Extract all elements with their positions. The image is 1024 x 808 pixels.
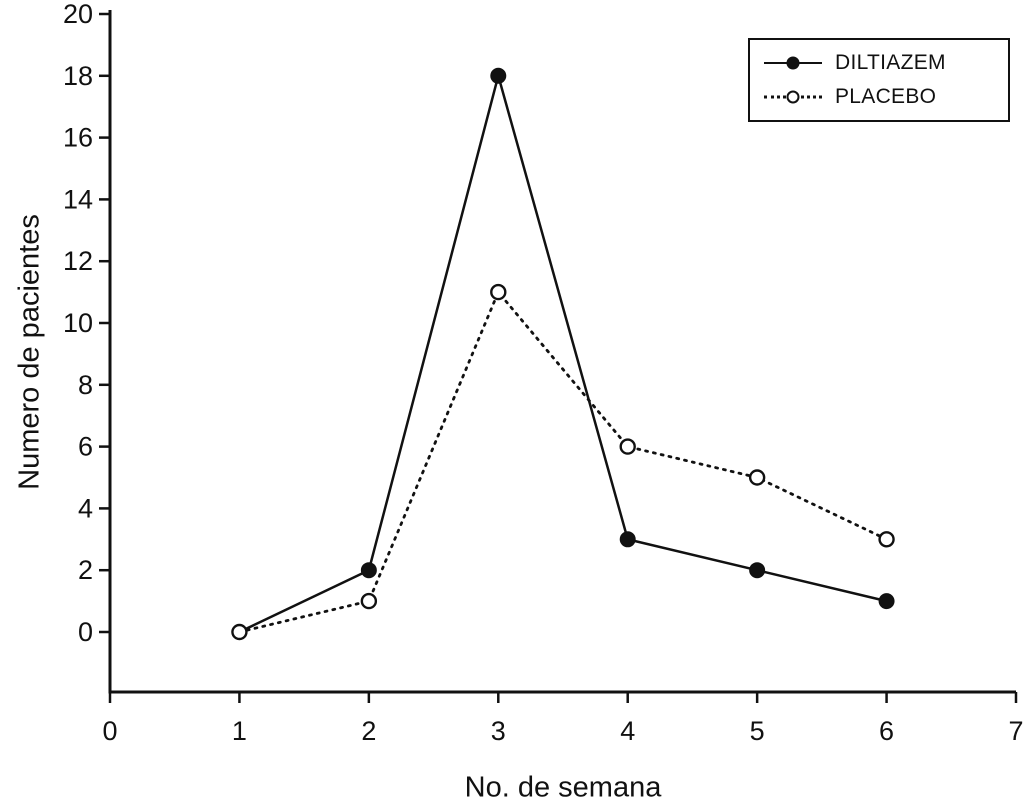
placebo-line-sample-icon xyxy=(764,90,822,105)
y-tick-label: 0 xyxy=(78,617,93,647)
y-tick-label: 12 xyxy=(63,246,93,276)
y-tick-label: 10 xyxy=(63,308,93,338)
y-tick-label: 14 xyxy=(63,184,93,214)
y-axis-label: Numero de pacientes xyxy=(13,214,46,490)
legend-item-diltiazem: DILTIAZEM xyxy=(764,51,994,75)
x-tick-label: 5 xyxy=(750,716,765,746)
open-circle-marker-icon xyxy=(786,90,800,104)
series-marker-diltiazem xyxy=(619,531,636,548)
series-marker-placebo xyxy=(748,469,766,486)
y-tick-label: 20 xyxy=(63,0,93,29)
y-tick-label: 8 xyxy=(78,370,93,400)
y-tick-label: 6 xyxy=(78,432,93,462)
x-axis-label: No. de semana xyxy=(464,771,662,804)
series-marker-placebo xyxy=(360,592,378,610)
x-tick-label: 4 xyxy=(620,716,635,746)
y-tick-label: 18 xyxy=(63,61,93,91)
legend-item-placebo: PLACEBO xyxy=(764,85,994,109)
legend: DILTIAZEM PLACEBO xyxy=(748,38,1010,122)
diltiazem-line-sample-icon xyxy=(764,56,822,71)
x-tick-label: 0 xyxy=(102,716,117,746)
series-line-placebo xyxy=(238,289,888,634)
series-marker-diltiazem xyxy=(360,562,377,579)
filled-circle-marker-icon xyxy=(786,56,800,70)
series-marker-diltiazem xyxy=(749,562,766,579)
y-tick-label: 16 xyxy=(63,123,93,153)
x-tick-label: 7 xyxy=(1008,716,1023,746)
series-marker-diltiazem xyxy=(490,67,507,84)
x-tick-label: 6 xyxy=(879,716,894,746)
legend-label-diltiazem: DILTIAZEM xyxy=(835,51,946,74)
series-marker-placebo xyxy=(231,623,248,641)
legend-label-placebo: PLACEBO xyxy=(835,85,937,108)
x-tick-label: 2 xyxy=(361,716,376,746)
x-tick-label: 1 xyxy=(232,716,247,746)
y-tick-label: 2 xyxy=(78,555,93,585)
series-marker-placebo xyxy=(619,438,636,455)
series-marker-diltiazem xyxy=(878,593,895,610)
x-tick-label: 3 xyxy=(491,716,506,746)
series-line-diltiazem xyxy=(238,71,887,634)
series-marker-placebo xyxy=(490,283,507,301)
series-marker-placebo xyxy=(878,531,895,548)
y-tick-label: 4 xyxy=(78,493,93,523)
